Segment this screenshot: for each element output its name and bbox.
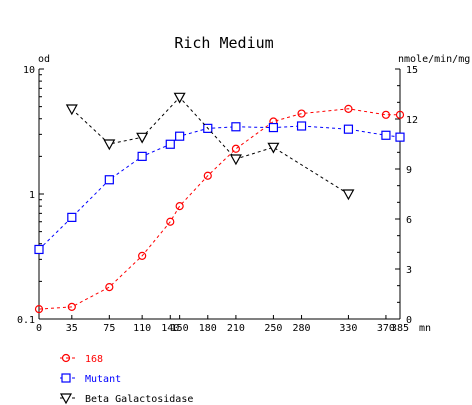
x-tick-label: 280 — [293, 323, 311, 334]
legend: 168 Mutant Beta Galactosidase — [59, 353, 193, 405]
right-tick-label: 12 — [406, 115, 418, 126]
data-point-168 — [34, 305, 44, 314]
data-point-beta-galactosidase — [342, 189, 355, 201]
x-tick-label: 330 — [339, 323, 357, 334]
left-tick-label: 10 — [23, 65, 35, 76]
x-tick-label: 0 — [36, 323, 42, 334]
data-point-mutant — [296, 121, 307, 131]
data-point-mutant — [395, 132, 405, 142]
legend-marker-beta-galactosidase — [59, 393, 73, 405]
x-tick-label: 75 — [103, 323, 115, 334]
x-tick-label: 250 — [264, 323, 282, 334]
data-point-mutant — [67, 212, 77, 222]
data-point-168 — [175, 202, 184, 211]
data-point-168 — [166, 217, 175, 226]
series-layer — [34, 92, 405, 314]
legend-label-168: 168 — [85, 354, 103, 365]
data-point-mutant — [165, 139, 175, 149]
series-line-mutant — [38, 125, 401, 250]
data-point-mutant — [343, 124, 354, 134]
data-point-168 — [395, 110, 405, 119]
data-point-beta-galactosidase — [103, 139, 116, 151]
data-point-beta-galactosidase — [65, 104, 78, 116]
data-point-168 — [231, 144, 241, 153]
legend-label-mutant: Mutant — [85, 374, 121, 385]
data-point-beta-galactosidase — [173, 92, 186, 104]
x-tick-label: 180 — [199, 323, 217, 334]
data-point-beta-galactosidase — [267, 142, 280, 154]
data-point-mutant — [268, 122, 279, 133]
data-point-mutant — [175, 131, 185, 141]
legend-marker-168 — [61, 353, 71, 363]
left-tick-label: 0.1 — [17, 315, 35, 326]
data-point-mutant — [137, 151, 147, 161]
data-point-168 — [297, 109, 306, 118]
data-point-168 — [67, 302, 76, 311]
right-tick-label: 9 — [406, 165, 412, 176]
right-axis-label: nmole/min/mg — [398, 54, 470, 65]
data-point-mutant — [34, 244, 44, 255]
legend-marker-mutant — [61, 373, 71, 383]
x-tick-label: 35 — [66, 323, 78, 334]
legend-label-beta-galactosidase: Beta Galactosidase — [85, 394, 193, 405]
x-tick-label: 150 — [171, 323, 189, 334]
data-point-168 — [203, 171, 212, 180]
x-tick-label: 110 — [133, 323, 151, 334]
data-point-beta-galactosidase — [229, 154, 242, 166]
data-point-168 — [344, 104, 353, 113]
data-point-168 — [138, 251, 147, 260]
x-tick-label: 370 — [377, 323, 395, 334]
chart-title: Rich Medium — [174, 34, 273, 52]
x-axis-label: mn — [419, 323, 431, 334]
data-point-168 — [381, 110, 391, 119]
x-tick-label: 210 — [227, 323, 245, 334]
x-tick-label: 140 — [161, 323, 179, 334]
right-tick-label: 6 — [406, 215, 412, 226]
x-tick-label: 385 — [391, 323, 409, 334]
left-axis-label: od — [38, 54, 50, 65]
data-point-168 — [105, 282, 114, 292]
data-point-mutant — [104, 175, 114, 185]
left-tick-label: 1 — [29, 190, 35, 201]
data-point-mutant — [231, 122, 241, 132]
data-point-beta-galactosidase — [136, 132, 149, 144]
series-line-168 — [38, 108, 400, 310]
right-tick-label: 15 — [406, 65, 418, 76]
right-tick-label: 0 — [406, 315, 412, 326]
data-point-mutant — [381, 130, 391, 140]
right-tick-label: 3 — [406, 265, 412, 276]
